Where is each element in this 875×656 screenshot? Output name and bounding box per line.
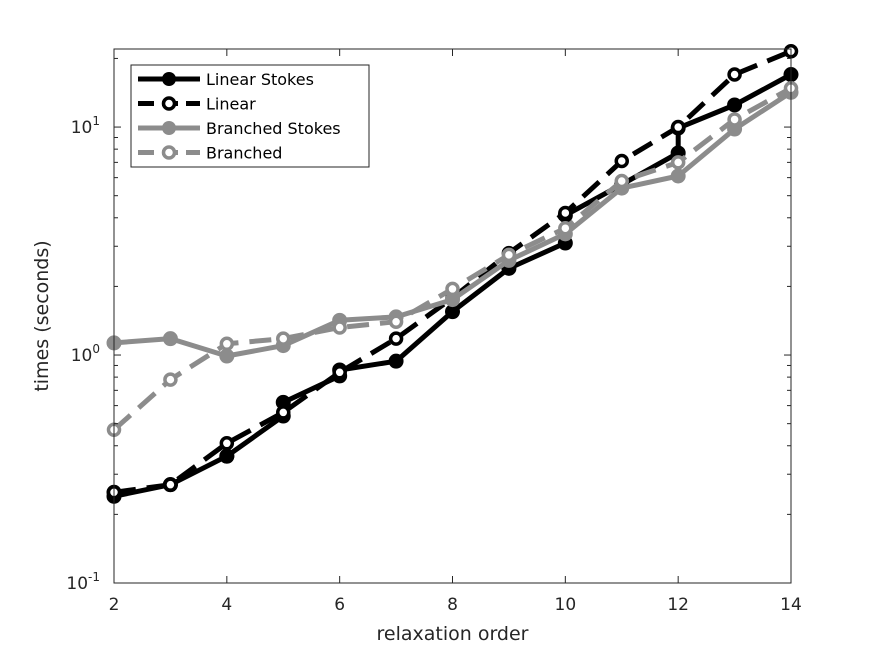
data-point (219, 448, 235, 464)
legend-label: Linear (206, 95, 256, 114)
data-point (388, 314, 404, 329)
legend-entry: Branched Stokes (138, 119, 341, 138)
data-point (727, 67, 742, 82)
data-point (332, 365, 347, 380)
data-point (219, 436, 235, 451)
data-point (614, 173, 629, 189)
legend-entry: Branched (138, 144, 282, 163)
x-tick-label: 6 (334, 595, 345, 615)
data-point (614, 153, 629, 169)
x-tick-label: 2 (109, 595, 120, 615)
legend: Linear Stokes Linear Branched Stokes Branch… (130, 64, 370, 168)
legend-marker (162, 72, 176, 86)
data-point (501, 247, 517, 263)
legend-label: Branched Stokes (206, 119, 341, 138)
data-point (276, 405, 291, 420)
plot-area (106, 44, 799, 504)
data-point (445, 281, 460, 297)
data-point (219, 336, 235, 352)
y-tick-label: 100 (71, 342, 100, 366)
data-point (558, 220, 573, 236)
legend-label: Linear Stokes (206, 70, 314, 89)
data-point (332, 320, 347, 335)
data-point (163, 477, 178, 492)
x-tick-label: 8 (447, 595, 458, 615)
data-point (670, 119, 686, 135)
data-point (219, 348, 235, 364)
x-tick-label: 4 (221, 595, 232, 615)
x-tick-label: 10 (555, 595, 577, 615)
x-tick-label: 14 (780, 595, 802, 615)
x-axis-label: relaxation order (377, 623, 529, 645)
series-branched (106, 80, 799, 438)
data-point (670, 155, 686, 170)
legend-marker (162, 121, 176, 135)
legend-label: Branched (206, 144, 282, 163)
y-tick-label: 10-1 (66, 570, 100, 594)
legend-entry: Linear Stokes (138, 70, 314, 89)
data-point (558, 205, 573, 221)
data-point (162, 331, 178, 347)
legend-entry: Linear (138, 95, 256, 114)
y-axis-label: times (seconds) (31, 240, 53, 391)
data-point (388, 353, 404, 369)
data-point (276, 331, 291, 346)
legend-marker (161, 96, 177, 111)
data-point (727, 112, 742, 127)
data-point (727, 97, 743, 113)
data-point (670, 168, 686, 184)
y-tick-label: 101 (71, 114, 100, 138)
legend-marker (161, 145, 177, 160)
axes: 2 4 6 8 10 12 14 10-1 100 101 (66, 48, 802, 615)
data-point (163, 372, 178, 387)
x-tick-label: 12 (667, 595, 689, 615)
data-point (388, 331, 404, 346)
